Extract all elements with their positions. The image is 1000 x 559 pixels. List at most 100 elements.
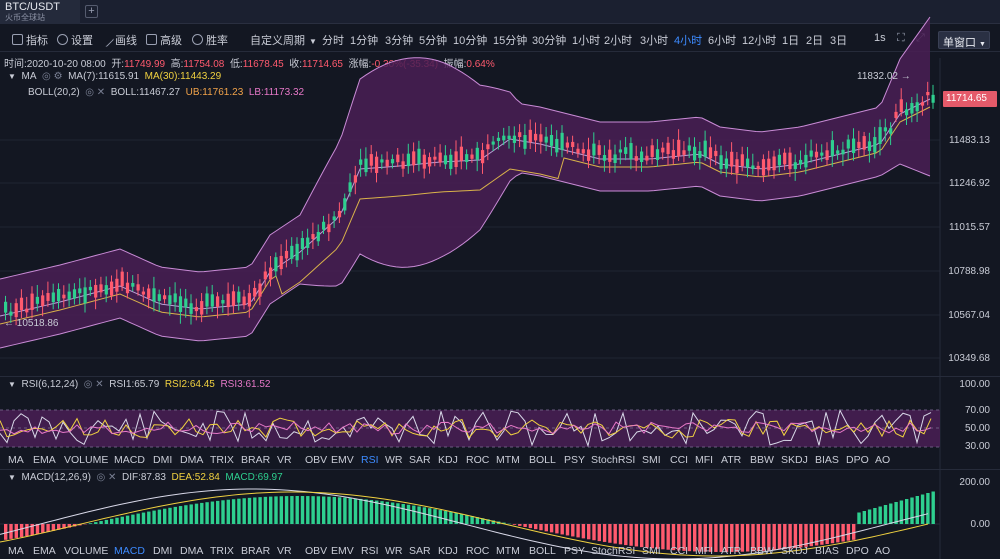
indicator-tab-stochrsi[interactable]: StochRSI (591, 454, 636, 466)
indicator-tab-ema[interactable]: EMA (33, 545, 56, 557)
period-5[interactable]: 15分钟 (493, 35, 528, 47)
candle-body (406, 153, 410, 167)
indicator-tab-obv[interactable]: OBV (305, 545, 328, 557)
indicator-tab-kdj[interactable]: KDJ (438, 454, 458, 466)
indicator-tab-roc[interactable]: ROC (466, 545, 490, 557)
indicator-tab-dma[interactable]: DMA (180, 454, 204, 466)
indicator-tab-roc[interactable]: ROC (466, 454, 490, 466)
period-12[interactable]: 12小时 (742, 35, 777, 47)
eye-icon[interactable]: ◎ (85, 87, 94, 98)
indicator-tab-cci[interactable]: CCI (670, 545, 689, 557)
indicator-tab-smi[interactable]: SMI (642, 454, 661, 466)
add-tab-button[interactable]: + (85, 5, 98, 18)
collapse-icon[interactable]: ▼ (8, 72, 16, 81)
period-14[interactable]: 2日 (806, 35, 824, 47)
macd-bar (825, 524, 829, 545)
settings-button[interactable]: 设置 (57, 32, 93, 48)
indicator-tab-boll[interactable]: BOLL (529, 545, 556, 557)
eye-icon[interactable]: ◎ (96, 472, 106, 483)
indicator-tab-obv[interactable]: OBV (305, 454, 328, 466)
indicator-tab-ema[interactable]: EMA (33, 454, 56, 466)
indicator-tab-smi[interactable]: SMI (642, 545, 661, 557)
indicator-tab-rsi[interactable]: RSI (361, 545, 379, 557)
eye-icon[interactable]: ◎ (42, 71, 51, 82)
indicator-tab-mfi[interactable]: MFI (695, 545, 714, 557)
symbol-tab[interactable]: BTC/USDT 火币全球站 (0, 0, 80, 24)
interval-label[interactable]: 1s (874, 32, 886, 44)
period-0[interactable]: 分时 (322, 35, 344, 47)
indicator-tab-psy[interactable]: PSY (564, 545, 586, 557)
period-9[interactable]: 3小时 (640, 35, 669, 47)
indicator-tab-dpo[interactable]: DPO (846, 454, 869, 466)
collapse-icon[interactable]: ▼ (8, 473, 16, 482)
indicator-tab-cci[interactable]: CCI (670, 454, 689, 466)
indicator-button[interactable]: 指标 (12, 32, 48, 48)
indicator-tab-bbw[interactable]: BBW (750, 454, 774, 466)
indicator-tab-ma[interactable]: MA (8, 545, 24, 557)
indicator-tab-sar[interactable]: SAR (409, 454, 431, 466)
period-1[interactable]: 1分钟 (350, 35, 379, 47)
fullscreen-icon[interactable]: ⛶ (897, 32, 905, 44)
indicator-tab-bias[interactable]: BIAS (815, 545, 839, 557)
period-10[interactable]: 4小时 (674, 35, 703, 47)
period-6[interactable]: 30分钟 (532, 35, 567, 47)
indicator-tab-mtm[interactable]: MTM (496, 545, 520, 557)
indicator-tab-ma[interactable]: MA (8, 454, 24, 466)
indicator-tab-psy[interactable]: PSY (564, 454, 586, 466)
indicator-tab-ao[interactable]: AO (875, 545, 891, 557)
indicator-tab-emv[interactable]: EMV (331, 454, 354, 466)
indicator-tab-brar[interactable]: BRAR (241, 454, 271, 466)
indicator-tab-dmi[interactable]: DMI (153, 545, 173, 557)
indicator-tab-trix[interactable]: TRIX (210, 454, 234, 466)
collapse-icon[interactable]: ▼ (8, 380, 16, 389)
period-2[interactable]: 3分钟 (385, 35, 414, 47)
winrate-button[interactable]: 胜率 (192, 32, 228, 48)
period-4[interactable]: 10分钟 (453, 35, 488, 47)
indicator-tab-skdj[interactable]: SKDJ (781, 545, 808, 557)
window-mode-select[interactable]: 单窗口 ▼ (938, 31, 990, 49)
indicator-tab-atr[interactable]: ATR (721, 545, 742, 557)
close-icon[interactable]: ✕ (108, 472, 117, 483)
close-icon[interactable]: ✕ (95, 379, 104, 390)
indicator-tab-atr[interactable]: ATR (721, 454, 742, 466)
indicator-tab-dpo[interactable]: DPO (846, 545, 869, 557)
settings-icon[interactable]: ⚙ (53, 71, 63, 82)
indicator-tab-volume[interactable]: VOLUME (64, 545, 109, 557)
indicator-tab-emv[interactable]: EMV (331, 545, 354, 557)
indicator-tab-wr[interactable]: WR (385, 454, 403, 466)
indicator-tab-kdj[interactable]: KDJ (438, 545, 458, 557)
indicator-tab-wr[interactable]: WR (385, 545, 403, 557)
period-13[interactable]: 1日 (782, 35, 800, 47)
indicator-tab-volume[interactable]: VOLUME (64, 454, 109, 466)
indicator-tab-dmi[interactable]: DMI (153, 454, 173, 466)
close-icon[interactable]: ✕ (96, 87, 106, 98)
indicator-tab-bbw[interactable]: BBW (750, 545, 774, 557)
period-11[interactable]: 6小时 (708, 35, 737, 47)
indicator-tab-rsi[interactable]: RSI (361, 454, 379, 466)
period-3[interactable]: 5分钟 (419, 35, 448, 47)
advanced-button[interactable]: 高级 (146, 32, 182, 48)
indicator-tab-vr[interactable]: VR (277, 454, 292, 466)
indicator-tab-mfi[interactable]: MFI (695, 454, 714, 466)
indicator-tab-macd[interactable]: MACD (114, 454, 145, 466)
indicator-tab-skdj[interactable]: SKDJ (781, 454, 808, 466)
eye-icon[interactable]: ◎ (83, 379, 93, 390)
candle-body (433, 156, 437, 160)
period-15[interactable]: 3日 (830, 35, 848, 47)
indicator-tab-vr[interactable]: VR (277, 545, 292, 557)
indicator-tab-stochrsi[interactable]: StochRSI (591, 545, 636, 557)
indicator-tab-trix[interactable]: TRIX (210, 545, 234, 557)
period-8[interactable]: 2小时 (604, 35, 633, 47)
period-7[interactable]: 1小时 (572, 35, 601, 47)
indicator-tab-bias[interactable]: BIAS (815, 454, 839, 466)
indicator-tab-brar[interactable]: BRAR (241, 545, 271, 557)
indicator-tab-sar[interactable]: SAR (409, 545, 431, 557)
custom-period-dropdown[interactable]: 自定义周期 ▼ (250, 35, 317, 47)
indicator-tab-macd[interactable]: MACD (114, 545, 145, 557)
draw-button[interactable]: 画线 (98, 31, 137, 48)
indicator-tab-mtm[interactable]: MTM (496, 454, 520, 466)
indicator-tab-dma[interactable]: DMA (180, 545, 204, 557)
indicator-tab-ao[interactable]: AO (875, 454, 891, 466)
indicator-tab-boll[interactable]: BOLL (529, 454, 556, 466)
